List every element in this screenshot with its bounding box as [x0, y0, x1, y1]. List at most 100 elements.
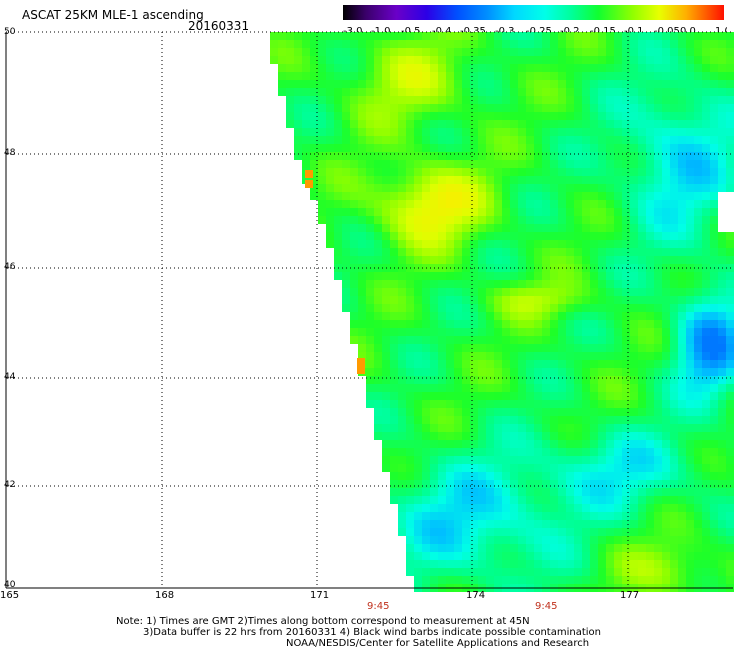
swath-cell — [358, 144, 366, 152]
swath-cell — [478, 552, 486, 560]
swath-cell — [358, 160, 366, 168]
swath-cell — [654, 48, 662, 56]
swath-cell — [630, 80, 638, 88]
swath-cell — [454, 568, 462, 576]
swath-cell — [454, 160, 462, 168]
swath-cell — [566, 480, 574, 488]
swath-cell — [654, 96, 662, 104]
swath-cell — [646, 384, 654, 392]
swath-cell — [638, 472, 646, 480]
swath-cell — [350, 160, 358, 168]
swath-cell — [694, 144, 702, 152]
swath-cell — [686, 424, 694, 432]
swath-cell — [398, 136, 406, 144]
swath-cell — [294, 120, 302, 128]
swath-cell — [446, 224, 454, 232]
swath-cell — [422, 520, 430, 528]
swath-cell — [662, 448, 670, 456]
swath-cell — [662, 248, 670, 256]
swath-cell — [518, 472, 526, 480]
swath-cell — [678, 496, 686, 504]
swath-cell — [414, 168, 422, 176]
swath-cell — [710, 256, 718, 264]
swath-cell — [438, 304, 446, 312]
swath-cell — [622, 488, 630, 496]
swath-cell — [502, 280, 510, 288]
swath-cell — [638, 176, 646, 184]
swath-cell — [702, 360, 710, 368]
swath-cell — [526, 312, 534, 320]
swath-cell — [310, 112, 318, 120]
swath-cell — [534, 248, 542, 256]
swath-cell — [662, 328, 670, 336]
swath-cell — [550, 176, 558, 184]
swath-cell — [478, 560, 486, 568]
swath-cell — [542, 176, 550, 184]
swath-cell — [574, 272, 582, 280]
swath-cell — [678, 528, 686, 536]
swath-cell — [422, 256, 430, 264]
swath-cell — [534, 344, 542, 352]
swath-cell — [678, 312, 686, 320]
swath-cell — [478, 120, 486, 128]
swath-cell — [686, 48, 694, 56]
swath-cell — [558, 208, 566, 216]
swath-cell — [614, 472, 622, 480]
swath-cell — [542, 568, 550, 576]
swath-cell — [550, 184, 558, 192]
swath-cell — [390, 96, 398, 104]
swath-cell — [718, 568, 726, 576]
swath-cell — [622, 104, 630, 112]
swath-cell — [590, 224, 598, 232]
swath-cell — [726, 392, 734, 400]
swath-cell — [318, 216, 326, 224]
swath-cell — [718, 432, 726, 440]
swath-cell — [550, 160, 558, 168]
swath-cell — [414, 296, 422, 304]
swath-cell — [702, 344, 710, 352]
swath-cell — [670, 560, 678, 568]
swath-cell — [446, 184, 454, 192]
swath-cell — [550, 424, 558, 432]
swath-cell — [702, 200, 710, 208]
swath-cell — [662, 432, 670, 440]
swath-cell — [422, 416, 430, 424]
swath-cell — [446, 368, 454, 376]
swath-cell — [374, 48, 382, 56]
swath-cell — [662, 552, 670, 560]
swath-cell — [630, 240, 638, 248]
swath-cell — [694, 80, 702, 88]
swath-cell — [654, 528, 662, 536]
swath-cell — [398, 64, 406, 72]
swath-cell — [646, 544, 654, 552]
swath-cell — [398, 232, 406, 240]
swath-cell — [590, 168, 598, 176]
swath-cell — [670, 520, 678, 528]
swath-cell — [558, 440, 566, 448]
swath-cell — [550, 336, 558, 344]
swath-cell — [430, 296, 438, 304]
swath-cell — [390, 296, 398, 304]
colorbar-label: -0.4 — [432, 26, 452, 37]
swath-cell — [502, 576, 510, 584]
swath-cell — [486, 376, 494, 384]
swath-cell — [606, 224, 614, 232]
swath-cell — [358, 168, 366, 176]
swath-cell — [710, 272, 718, 280]
swath-cell — [654, 112, 662, 120]
swath-cell — [678, 272, 686, 280]
swath-cell — [710, 336, 718, 344]
swath-cell — [358, 176, 366, 184]
swath-cell — [510, 232, 518, 240]
swath-cell — [678, 88, 686, 96]
swath-cell — [550, 280, 558, 288]
swath-cell — [542, 368, 550, 376]
swath-cell — [630, 216, 638, 224]
swath-cell — [286, 48, 294, 56]
swath-cell — [470, 232, 478, 240]
swath-cell — [454, 232, 462, 240]
swath-cell — [718, 496, 726, 504]
swath-cell — [406, 448, 414, 456]
lat-label-42: 42 — [4, 480, 16, 490]
swath-cell — [422, 352, 430, 360]
